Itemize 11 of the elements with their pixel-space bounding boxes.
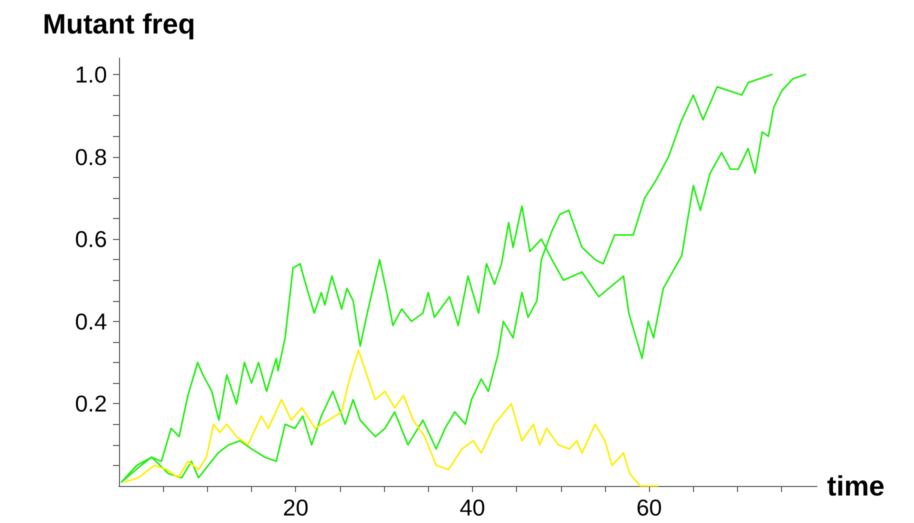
x-axis-title: time <box>827 470 885 502</box>
line-series <box>124 349 659 487</box>
y-tick-label: 0.6 <box>75 226 107 252</box>
y-tick-label: 0.4 <box>75 308 108 334</box>
y-axis-title: Mutant freq <box>42 8 196 40</box>
y-tick-label: 0.2 <box>75 390 107 417</box>
y-tick-label: 1.0 <box>75 61 107 88</box>
y-tick-label: 0.8 <box>75 144 107 170</box>
x-tick-label: 40 <box>460 494 486 520</box>
x-tick-label: 60 <box>636 494 662 520</box>
x-tick-label: 20 <box>282 494 309 520</box>
